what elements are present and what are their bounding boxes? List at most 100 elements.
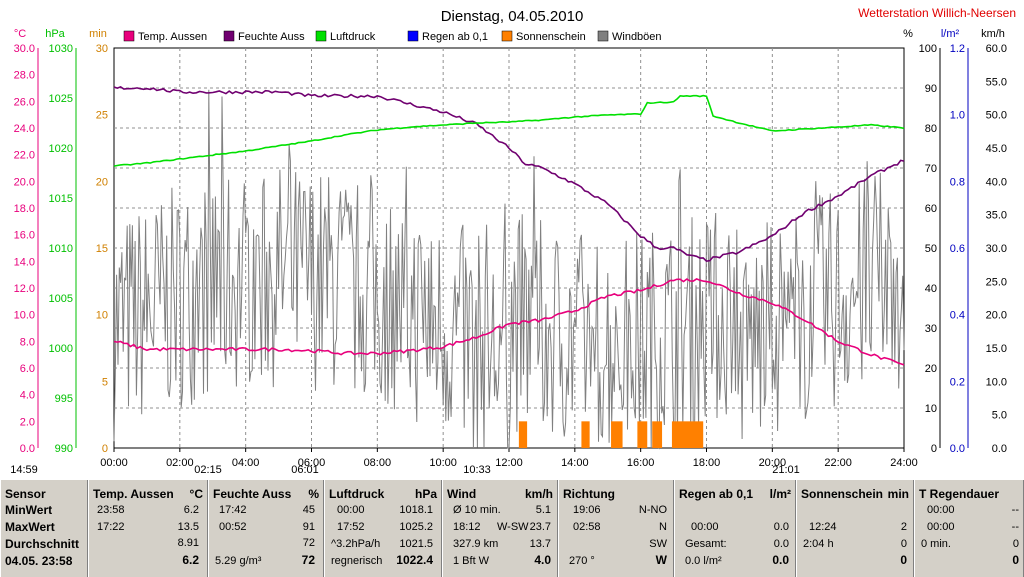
chart-title: Dienstag, 04.05.2010 bbox=[441, 8, 584, 25]
raintime-header: T Regendauer bbox=[919, 487, 1000, 501]
axis-tick-label: 20.0 bbox=[986, 310, 1007, 322]
axis-tick-label: 25.0 bbox=[986, 276, 1007, 288]
temp-max: 13.5 bbox=[177, 521, 199, 533]
axis-tick-label: 1025 bbox=[49, 93, 73, 105]
axis-tick-label: 12.0 bbox=[14, 283, 35, 295]
legend-swatch bbox=[315, 30, 327, 42]
axis-tick-label: 18.0 bbox=[14, 203, 35, 215]
axis-tick-label: 24.0 bbox=[14, 123, 35, 135]
wind-beaufort: 1 Bft W bbox=[453, 555, 490, 567]
axis-tick-label: 20.0 bbox=[14, 176, 35, 188]
x-tick-label: 24:00 bbox=[890, 457, 918, 469]
axis-tick-label: 45.0 bbox=[986, 143, 1007, 155]
direction-r3: SW bbox=[649, 538, 667, 550]
legend-swatch bbox=[223, 30, 235, 42]
axis-tick-label: 55.0 bbox=[986, 76, 1007, 88]
axis-tick-label: 0.4 bbox=[950, 310, 965, 322]
axis-tick-label: 60 bbox=[925, 203, 937, 215]
temp-header: Temp. Aussen bbox=[93, 487, 174, 501]
legend-swatch bbox=[597, 30, 609, 42]
legend-label: Feuchte Auss bbox=[238, 31, 305, 43]
series-feuchte-aussen bbox=[113, 86, 905, 263]
axis-tick-label: 30.0 bbox=[14, 43, 35, 55]
wind-avg-label: Ø 10 min. bbox=[453, 504, 501, 516]
pressure-unit: hPa bbox=[414, 487, 437, 501]
axis-tick-label: 90 bbox=[925, 83, 937, 95]
legend-label: Windböen bbox=[612, 31, 662, 43]
axis-unit-label: °C bbox=[14, 28, 26, 40]
direction-header: Richtung bbox=[563, 487, 615, 501]
station-name: Wetterstation Willich-Neersen bbox=[858, 6, 1016, 20]
x-tick-label: 04:00 bbox=[232, 457, 260, 469]
axis-tick-label: 8.0 bbox=[20, 336, 35, 348]
axis-tick-label: 30 bbox=[96, 43, 108, 55]
x-tick-label: 14:00 bbox=[561, 457, 589, 469]
axis-tick-label: 0 bbox=[931, 443, 937, 455]
axis-tick-label: 2.0 bbox=[20, 416, 35, 428]
axis-tick-label: 20 bbox=[96, 176, 108, 188]
axis-tick-label: 990 bbox=[55, 443, 73, 455]
rain-header: Regen ab 0,1 bbox=[679, 487, 754, 501]
x-tick-label: 06:00 bbox=[298, 457, 326, 469]
axis-tick-label: 0.6 bbox=[950, 243, 965, 255]
axis-tick-label: 80 bbox=[925, 123, 937, 135]
wind-max: 23.7 bbox=[529, 521, 551, 533]
raintime-r1-time: 00:00 bbox=[927, 504, 955, 516]
axis-tick-label: 26.0 bbox=[14, 96, 35, 108]
chart-legend: Temp. Aussen Feuchte Auss Luftdruck Regen a… bbox=[123, 30, 662, 43]
axis-tick-label: 14.0 bbox=[14, 256, 35, 268]
humidity-max: 91 bbox=[302, 521, 315, 533]
summary-panel: Sensor MinWert MaxWert Durchschnitt 04.0… bbox=[0, 480, 1024, 577]
axis-tick-label: 22.0 bbox=[14, 150, 35, 162]
wind-current: 4.0 bbox=[534, 553, 551, 567]
axis-tick-label: 15 bbox=[96, 243, 108, 255]
axis-tick-label: 10.0 bbox=[14, 310, 35, 322]
humidity-current: 72 bbox=[301, 553, 315, 567]
sunshine-bar bbox=[581, 421, 590, 448]
sunshine-column: Sonnenschein min 12:24 2 2:04 h 0 0 bbox=[796, 480, 914, 577]
temp-column: Temp. Aussen °C 23:58 6.2 17:22 13.5 8.9… bbox=[88, 480, 208, 577]
sensor-column: Sensor MinWert MaxWert Durchschnitt 04.0… bbox=[0, 480, 88, 577]
pressure-min: 1018.1 bbox=[399, 504, 433, 516]
axis-tick-label: 100 bbox=[919, 43, 937, 55]
pressure-max: 1025.2 bbox=[399, 521, 433, 533]
humidity-absolute: 5.29 g/m³ bbox=[215, 555, 262, 567]
axis-tick-label: 0.0 bbox=[950, 443, 965, 455]
direction-degrees: 270 ° bbox=[569, 555, 595, 567]
humidity-unit: % bbox=[308, 487, 319, 501]
sunshine-bar bbox=[518, 421, 528, 448]
axis-unit-label: hPa bbox=[45, 28, 65, 40]
axis-tick-label: 30.0 bbox=[986, 243, 1007, 255]
time-marker-label: 02:15 bbox=[194, 464, 222, 476]
axis-tick-label: 995 bbox=[55, 393, 73, 405]
sunshine-unit: min bbox=[887, 487, 909, 501]
axis-tick-label: 28.0 bbox=[14, 70, 35, 82]
pressure-header: Luftdruck bbox=[329, 487, 385, 501]
axis-tick-label: 20 bbox=[925, 363, 937, 375]
humidity-min-time: 17:42 bbox=[219, 504, 247, 516]
axis-unit-label: % bbox=[903, 28, 913, 40]
axis-tick-label: 1030 bbox=[49, 43, 73, 55]
wind-max-time: 18:12 bbox=[453, 521, 481, 533]
temp-avg: 8.91 bbox=[177, 537, 199, 549]
wind-distance: 327.9 km bbox=[453, 538, 499, 550]
sunshine-bar bbox=[671, 421, 704, 448]
series-luftdruck bbox=[113, 94, 905, 167]
wind-max-dir: W-SW bbox=[497, 521, 529, 533]
raintime-r2-time: 00:00 bbox=[927, 521, 955, 533]
pressure-trend: ^3.2hPa/h bbox=[331, 538, 381, 550]
axis-tick-label: 5 bbox=[102, 376, 108, 388]
rain-r2-time: 00:00 bbox=[691, 521, 719, 533]
axis-tick-label: 10.0 bbox=[986, 376, 1007, 388]
sunshine-bar bbox=[637, 421, 648, 448]
pressure-status: regnerisch bbox=[331, 555, 383, 567]
pressure-current: 1022.4 bbox=[396, 553, 433, 567]
x-tick-label: 02:00 bbox=[166, 457, 194, 469]
direction-r1: N-NO bbox=[638, 504, 667, 516]
series-temp-aussen bbox=[113, 278, 905, 366]
legend-swatch bbox=[123, 30, 135, 42]
raintime-r2: -- bbox=[1011, 521, 1019, 533]
humidity-max-time: 00:52 bbox=[219, 521, 247, 533]
axis-tick-label: 6.0 bbox=[20, 363, 35, 375]
axis-tick-label: 60.0 bbox=[986, 43, 1007, 55]
